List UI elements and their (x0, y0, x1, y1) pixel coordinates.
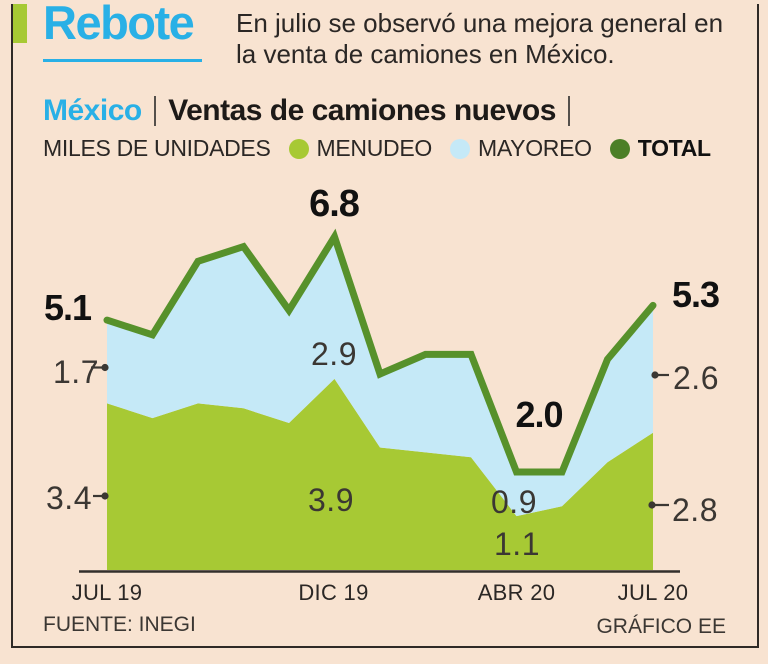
annotation-mayoreo-peak: 2.9 (311, 336, 357, 372)
callout-dot (651, 371, 659, 379)
annotation-mayoreo-end: 2.6 (673, 360, 719, 396)
x-tick-label: ABR 20 (477, 580, 556, 605)
subtitle-line-2: la venta de camiones en México. (236, 39, 615, 69)
title-separator (567, 96, 571, 126)
legend: MILES DE UNIDADES MENUDEO MAYOREO TOTAL (43, 135, 729, 162)
frame-left (11, 4, 13, 648)
legend-item-total: TOTAL (609, 135, 711, 162)
chart-region-label: México (43, 94, 142, 127)
legend-label-mayoreo: MAYOREO (477, 135, 592, 161)
source-note: FUENTE: INEGI (43, 613, 196, 636)
title-separator (153, 96, 157, 126)
legend-label-total: TOTAL (637, 135, 711, 161)
legend-label-menudeo: MENUDEO (316, 135, 433, 161)
callout-dot (101, 492, 109, 500)
annotation-total-end: 5.3 (672, 274, 720, 315)
frame-bottom (11, 646, 759, 648)
callout-dot (101, 363, 109, 372)
menudeo-dot-icon (288, 138, 309, 159)
annotation-total-start: 5.1 (44, 287, 92, 328)
accent-bar (13, 4, 27, 43)
annotation-menudeo-start: 3.4 (46, 480, 92, 516)
annotation-menudeo-end: 2.8 (672, 492, 718, 528)
annotation-total-dip: 2.0 (515, 394, 563, 435)
legend-item-mayoreo: MAYOREO (449, 135, 592, 162)
mayoreo-dot-icon (449, 138, 470, 159)
legend-item-menudeo: MENUDEO (288, 135, 433, 162)
annotation-menudeo-peak: 3.9 (308, 482, 354, 518)
callout-dot (648, 501, 656, 509)
kicker-title: Rebote (43, 0, 195, 49)
chart-title-row: México Ventas de camiones nuevos (43, 94, 571, 128)
annotation-mayoreo-dip: 0.9 (491, 484, 537, 520)
subtitle-line-1: En julio se observó una mejora general e… (236, 8, 724, 38)
x-tick-label: JUL 20 (617, 580, 689, 605)
total-dot-icon (609, 138, 630, 159)
annotation-total-peak: 6.8 (309, 183, 360, 225)
chart-title: Ventas de camiones nuevos (168, 94, 556, 127)
x-tick-label: DIC 19 (298, 580, 369, 605)
credit-note: GRÁFICO EE (596, 615, 726, 638)
frame-right (757, 4, 759, 648)
menudeo-area (107, 378, 653, 570)
kicker-underline (43, 59, 202, 62)
total-line (103, 228, 657, 476)
annotation-menudeo-dip: 1.1 (494, 526, 540, 562)
x-tick-label: JUL 19 (71, 580, 143, 605)
annotation-mayoreo-start: 1.7 (53, 354, 99, 390)
units-label: MILES DE UNIDADES (43, 135, 271, 161)
subtitle: En julio se observó una mejora general e… (236, 8, 723, 70)
